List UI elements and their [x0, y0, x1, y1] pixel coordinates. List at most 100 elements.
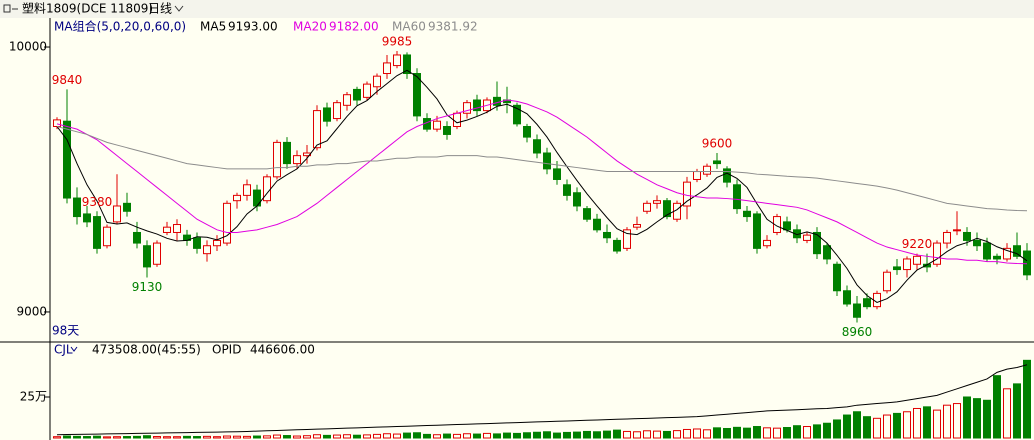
- candle-body: [143, 245, 151, 268]
- volume-bar: [153, 436, 161, 439]
- volume-bar: [763, 427, 771, 439]
- candle-body: [653, 200, 661, 204]
- volume-bar: [303, 435, 311, 439]
- volume-bar: [563, 431, 571, 439]
- volume-bar: [283, 435, 291, 439]
- volume-bar: [743, 427, 751, 439]
- dropdown[interactable]: [70, 346, 78, 352]
- candle-body: [363, 83, 371, 98]
- candle-body: [693, 171, 701, 180]
- y-tick-label: 9000: [16, 304, 47, 318]
- candle-body: [93, 216, 101, 249]
- candle-body: [933, 242, 941, 265]
- candle-body: [463, 102, 471, 114]
- candle-body: [513, 104, 521, 125]
- candle-body: [753, 213, 761, 249]
- volume-bar: [93, 435, 101, 439]
- extreme-label: 9130: [132, 280, 163, 294]
- volume-bar: [893, 412, 901, 439]
- volume-bar: [363, 434, 371, 439]
- tool-icon[interactable]: [3, 4, 18, 13]
- volume-bar: [163, 436, 171, 439]
- volume-bar: [573, 431, 581, 439]
- ma-line: [56, 69, 1028, 303]
- candle-body: [833, 263, 841, 292]
- candle-body: [683, 181, 691, 207]
- candle-body: [163, 226, 171, 233]
- candle-body: [393, 54, 401, 67]
- volume-bar: [253, 435, 261, 439]
- candle-body: [433, 120, 441, 130]
- candle-body: [83, 213, 91, 223]
- candle-body: [603, 231, 611, 239]
- period[interactable]: 日线: [148, 2, 172, 16]
- dropdown[interactable]: [174, 5, 184, 12]
- volume-bar: [583, 430, 591, 439]
- extreme-label: 9840: [52, 73, 83, 87]
- volume-bar: [653, 430, 661, 439]
- opid-line: [56, 364, 1028, 436]
- candle-body: [493, 96, 501, 106]
- volume-bar: [593, 431, 601, 439]
- volume-bar: [173, 436, 181, 439]
- candle-body: [643, 202, 651, 212]
- candle-body: [533, 139, 541, 154]
- extreme-label: 9380: [82, 195, 113, 209]
- candle-body: [623, 229, 631, 249]
- candle-body: [903, 258, 911, 271]
- volume-bar: [923, 406, 931, 439]
- candle-body: [733, 184, 741, 210]
- volume-bar: [103, 436, 111, 439]
- candle-body: [993, 255, 1001, 260]
- volume-bar: [143, 435, 151, 439]
- volume-bar: [353, 434, 361, 439]
- volume-bar: [993, 375, 1001, 439]
- volume-bar: [373, 433, 381, 439]
- ma-line: [56, 99, 1028, 265]
- candle-body: [403, 54, 411, 75]
- volume-bar: [833, 419, 841, 439]
- candle-body: [523, 126, 531, 138]
- volume-bar: [73, 435, 81, 439]
- volume-bar: [823, 422, 831, 439]
- volume-bar: [733, 426, 741, 439]
- volume-bar: [783, 427, 791, 439]
- volume-bar: [723, 427, 731, 439]
- candle-body: [123, 202, 131, 212]
- volume-bar: [193, 436, 201, 439]
- y-tick-label: 25万: [20, 389, 47, 403]
- volume-bar: [333, 434, 341, 439]
- legend-value: 9381.92: [428, 20, 478, 34]
- candle-body: [983, 242, 991, 260]
- volume-bar: [633, 431, 641, 439]
- candle-body: [823, 245, 831, 260]
- volume-bar: [223, 435, 231, 439]
- volume-bar: [413, 432, 421, 439]
- volume-bar: [973, 398, 981, 439]
- legend-name: CJL: [54, 343, 73, 357]
- legend-name: OPID: [212, 343, 241, 357]
- candle-body: [743, 210, 751, 218]
- volume-bar: [903, 411, 911, 439]
- volume-bar: [393, 433, 401, 439]
- candle-body: [843, 290, 851, 305]
- candle-body: [283, 141, 291, 165]
- volume-bar: [853, 411, 861, 439]
- ma-line: [56, 126, 1028, 212]
- candle-body: [1003, 247, 1011, 260]
- volume-bar: [663, 430, 671, 439]
- volume-bar: [943, 404, 951, 439]
- symbol: 塑料1809(DCE 11809): [22, 1, 153, 16]
- candle-body: [443, 126, 451, 135]
- volume-bar: [873, 417, 881, 439]
- extreme-label: 9600: [702, 136, 733, 150]
- toolbar: [0, 0, 1034, 18]
- candle-body: [883, 271, 891, 292]
- volume-bar: [473, 433, 481, 439]
- candle-body: [53, 119, 61, 128]
- volume-bar: [503, 432, 511, 439]
- volume-bar: [83, 436, 91, 439]
- volume-bar: [843, 414, 851, 439]
- y-tick-label: 10000: [9, 40, 47, 54]
- candle-body: [973, 239, 981, 247]
